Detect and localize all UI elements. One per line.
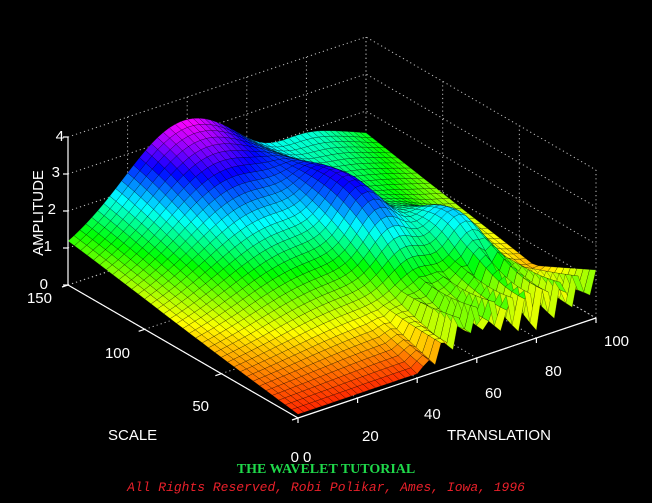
x-tick-40: 40 <box>424 406 441 423</box>
y-axis-ticks: 150 100 50 0 <box>27 290 299 466</box>
x-tick-100: 100 <box>604 333 629 350</box>
y-tick-150: 150 <box>27 290 52 307</box>
y-tick-100: 100 <box>105 345 130 362</box>
y-axis-label: SCALE <box>108 427 157 444</box>
z-axis-label: AMPLITUDE <box>30 170 47 256</box>
y-tick-0: 0 <box>291 449 299 466</box>
x-axis-label: TRANSLATION <box>447 427 551 444</box>
z-tick-0: 0 <box>40 276 48 293</box>
plot-axes <box>61 136 597 423</box>
x-tick-0: 0 <box>303 449 311 466</box>
y-tick-50: 50 <box>192 398 209 415</box>
z-axis-ticks: 0 1 2 3 4 <box>40 128 64 293</box>
copyright-line: All Rights Reserved, Robi Polikar, Ames,… <box>127 480 525 495</box>
z-tick-4: 4 <box>56 128 64 145</box>
z-tick-2: 2 <box>48 201 56 218</box>
x-axis-ticks: 0 20 40 60 80 100 <box>303 333 629 466</box>
x-tick-60: 60 <box>485 385 502 402</box>
x-tick-80: 80 <box>545 363 562 380</box>
z-tick-3: 3 <box>52 164 60 181</box>
tutorial-title: THE WAVELET TUTORIAL <box>236 462 416 477</box>
x-tick-20: 20 <box>362 428 379 445</box>
z-tick-1: 1 <box>44 238 52 255</box>
surface-mesh <box>67 117 597 415</box>
